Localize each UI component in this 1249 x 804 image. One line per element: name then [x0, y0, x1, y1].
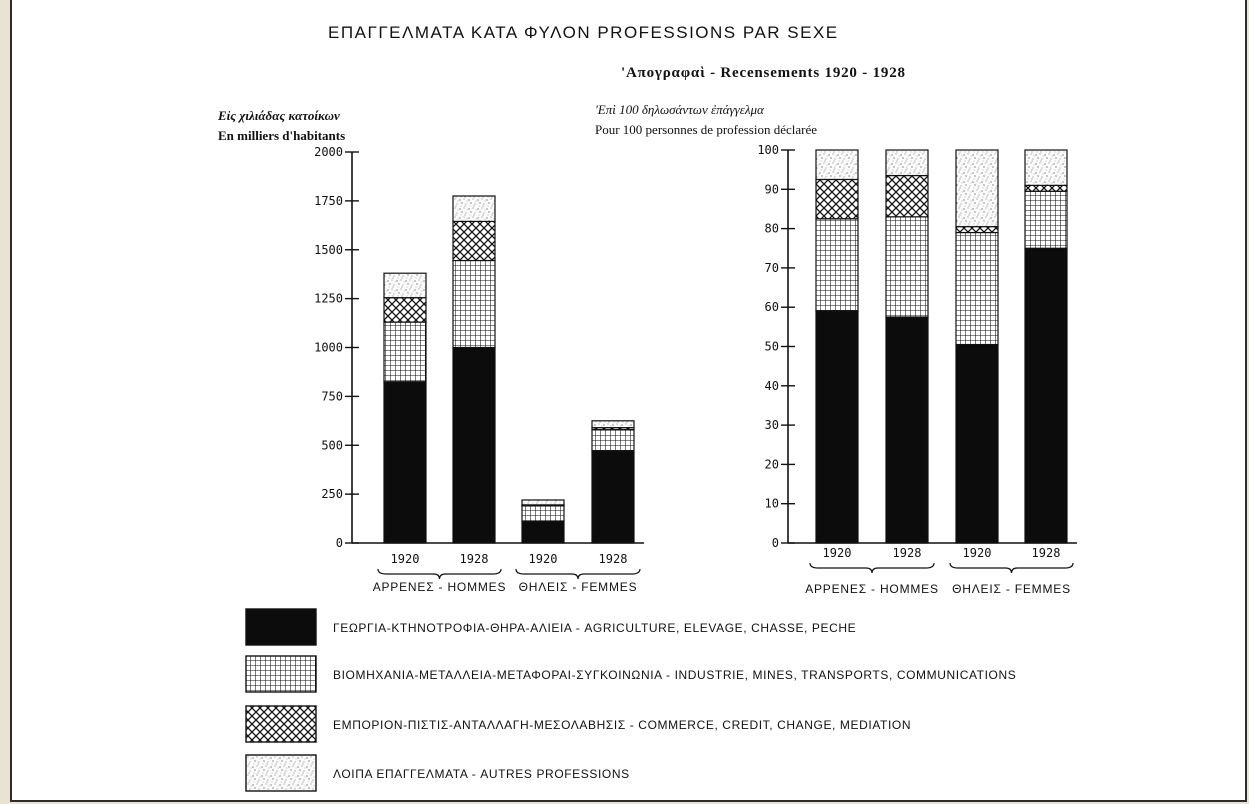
chart2-bar-segment-agriculture [1024, 247, 1068, 544]
chart2-category-label: 1928 [893, 546, 922, 560]
chart2-y-tick-label: 80 [765, 222, 779, 236]
chart2-y-tick-label: 0 [772, 536, 779, 550]
figure-title: ΕΠΑΓΓΕΛΜΑΤΑ ΚΑΤΑ ΦΥΛΟΝ PROFESSIONS PAR S… [328, 23, 839, 42]
chart1-group-brace [377, 568, 502, 580]
legend-swatch-commerce [245, 705, 317, 743]
legend-swatch-other [245, 754, 317, 792]
legend-label-commerce: ΕΜΠΟΡΙΟΝ-ΠΙΣΤΙΣ-ΑΝΤΑΛΛΑΓΗ-ΜΕΣΟΛΑΒΗΣΙΣ - … [333, 718, 911, 732]
chart2-category-label: 1928 [1032, 546, 1061, 560]
chart1-bar-segment-industry [452, 259, 496, 349]
chart2-y-tick-label: 100 [757, 143, 779, 157]
chart1-y-tick-label: 1750 [314, 194, 343, 208]
chart2-y-tick-label: 50 [765, 340, 779, 354]
chart2-ylabel-french: Pour 100 personnes de profession déclaré… [595, 122, 817, 137]
chart2-bar-segment-industry [815, 218, 859, 312]
chart2-group-brace [949, 562, 1074, 574]
chart2-bar-segment-other [885, 149, 929, 177]
chart1-bar-segment-industry [383, 321, 427, 383]
chart1-bar-segment-agriculture [591, 450, 635, 544]
legend-label-industry: ΒΙΟΜΗΧΑΝΙΑ-ΜΕΤΑΛΛΕΙΑ-ΜΕΤΑΦΟΡΑΙ-ΣΥΓΚΟΙΝΩΝ… [333, 668, 1016, 682]
chart2-y-tick-label: 90 [765, 182, 779, 196]
chart1-y-tick-label: 1250 [314, 292, 343, 306]
chart1-bar-segment-commerce [383, 297, 427, 323]
legend-swatch-agriculture [245, 608, 317, 646]
chart-percentages: 0 10 20 30 40 50 60 70 80 90 100 1920 1928 1920 1928 ΑΡ… [757, 143, 1077, 596]
chart1-bar-segment-industry [591, 429, 635, 452]
chart1-group-label: ΘΗΛΕΙΣ - FEMMES [519, 580, 638, 594]
chart2-bar-segment-other [1024, 149, 1068, 186]
chart2-bar-segment-agriculture [955, 343, 999, 544]
chart1-category-label: 1920 [529, 552, 558, 566]
chart1-bar-segment-agriculture [452, 346, 496, 544]
legend: ΓΕΩΡΓΙΑ-ΚΤΗΝΟΤΡΟΦΙΑ-ΘΗΡΑ-ΑΛΙΕΙΑ - AGRICU… [245, 608, 1016, 792]
chart1-category-label: 1928 [599, 552, 628, 566]
legend-label-agriculture: ΓΕΩΡΓΙΑ-ΚΤΗΝΟΤΡΟΦΙΑ-ΘΗΡΑ-ΑΛΙΕΙΑ - AGRICU… [333, 621, 856, 635]
chart1-bar-segment-industry [521, 505, 565, 523]
chart2-y-tick-label: 40 [765, 379, 779, 393]
chart2-bar-segment-agriculture [815, 310, 859, 544]
chart2-y-tick-label: 60 [765, 300, 779, 314]
legend-label-other: ΛΟΙΠΑ ΕΠΑΓΓΕΛΜΑΤΑ - AUTRES PROFESSIONS [333, 767, 630, 781]
chart2-category-label: 1920 [963, 546, 992, 560]
chart2-group-label: ΘΗΛΕΙΣ - FEMMES [952, 582, 1071, 596]
chart1-bar-segment-other [521, 499, 565, 506]
chart1-ylabel-french: En milliers d'habitants [218, 128, 345, 143]
chart2-bar-segment-commerce [955, 226, 999, 234]
chart1-y-tick-label: 2000 [314, 145, 343, 159]
chart2-group-brace [809, 562, 935, 574]
chart1-y-tick-label: 1000 [314, 341, 343, 355]
chart1-category-label: 1920 [391, 552, 420, 566]
chart1-bar-segment-agriculture [521, 520, 565, 544]
legend-swatch-industry [245, 655, 317, 693]
chart1-ylabel-greek: Εἰς χιλιάδας κατοίκων [217, 108, 340, 123]
chart2-bar-segment-commerce [1024, 184, 1068, 192]
chart2-y-tick-label: 70 [765, 261, 779, 275]
chart1-bar-segment-other [452, 195, 496, 223]
chart2-bar-segment-industry [955, 231, 999, 346]
chart2-ylabel-greek: 'Επὶ 100 δηλωσάντων ἐπάγγελμα [595, 102, 765, 117]
chart1-category-label: 1928 [460, 552, 489, 566]
chart1-y-tick-label: 0 [336, 536, 343, 550]
chart2-group-label: ΑΡΡΕΝΕΣ - HOMMES [805, 582, 939, 596]
chart1-bar-segment-other [383, 272, 427, 299]
chart2-y-tick-label: 30 [765, 418, 779, 432]
chart1-y-tick-label: 500 [321, 438, 343, 452]
chart2-y-tick-label: 10 [765, 497, 779, 511]
chart2-bar-segment-industry [1024, 190, 1068, 249]
chart-absolute-numbers: 0 250 500 750 1000 1250 1500 1750 2000 1920 1928 19… [314, 145, 644, 594]
chart1-bar-segment-agriculture [383, 381, 427, 544]
chart1-y-tick-label: 250 [321, 487, 343, 501]
chart2-y-tick-label: 20 [765, 457, 779, 471]
chart1-group-brace [515, 568, 641, 580]
chart2-category-label: 1920 [823, 546, 852, 560]
chart1-group-label: ΑΡΡΕΝΕΣ - HOMMES [373, 580, 507, 594]
chart2-bar-segment-agriculture [885, 316, 929, 544]
chart1-y-tick-label: 1500 [314, 243, 343, 257]
chart1-bar-segment-commerce [452, 220, 496, 262]
chart1-y-tick-label: 750 [321, 389, 343, 403]
chart2-bar-segment-commerce [885, 174, 929, 218]
chart2-bar-segment-other [955, 149, 999, 228]
chart2-bar-segment-other [815, 149, 859, 181]
chart2-bar-segment-industry [885, 216, 929, 318]
figure-subtitle: 'Απογραφαὶ - Recensements 1920 - 1928 [621, 65, 906, 81]
chart2-bar-segment-commerce [815, 178, 859, 220]
chart1-bar-segment-other [591, 420, 635, 429]
